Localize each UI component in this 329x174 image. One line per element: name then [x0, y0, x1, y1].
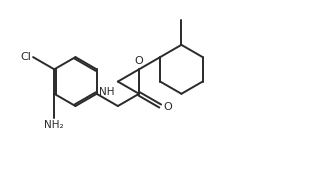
Text: NH: NH	[99, 86, 115, 97]
Text: O: O	[135, 56, 143, 66]
Text: O: O	[163, 102, 172, 112]
Text: NH₂: NH₂	[44, 120, 64, 130]
Text: Cl: Cl	[21, 52, 32, 62]
